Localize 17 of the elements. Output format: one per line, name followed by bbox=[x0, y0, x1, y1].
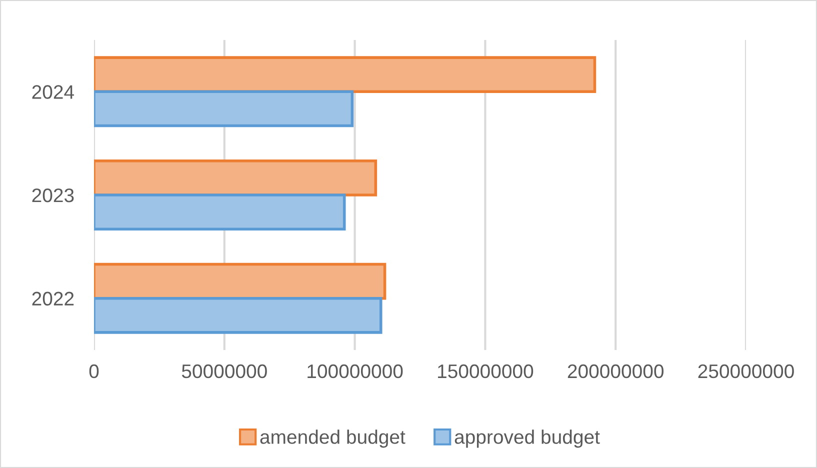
x-tick-label: 0 bbox=[89, 364, 99, 378]
bar bbox=[94, 194, 346, 230]
bar bbox=[94, 160, 378, 196]
x-tick-label: 250000000 bbox=[698, 364, 794, 378]
x-tick-label: 100000000 bbox=[308, 364, 403, 378]
y-tick-label: 2024 bbox=[32, 85, 74, 99]
bar bbox=[94, 90, 354, 128]
legend-label: amended budget bbox=[260, 430, 406, 448]
bar bbox=[94, 56, 596, 94]
x-tick-label: 50000000 bbox=[182, 364, 267, 378]
y-tick-label: 2022 bbox=[32, 292, 74, 306]
x-tick-label: 150000000 bbox=[438, 364, 534, 378]
legend-label: approved budget bbox=[454, 430, 600, 448]
bar bbox=[94, 296, 382, 334]
y-tick-label: 2023 bbox=[32, 188, 74, 202]
bar bbox=[94, 262, 386, 300]
x-tick-label: 200000000 bbox=[568, 364, 664, 378]
